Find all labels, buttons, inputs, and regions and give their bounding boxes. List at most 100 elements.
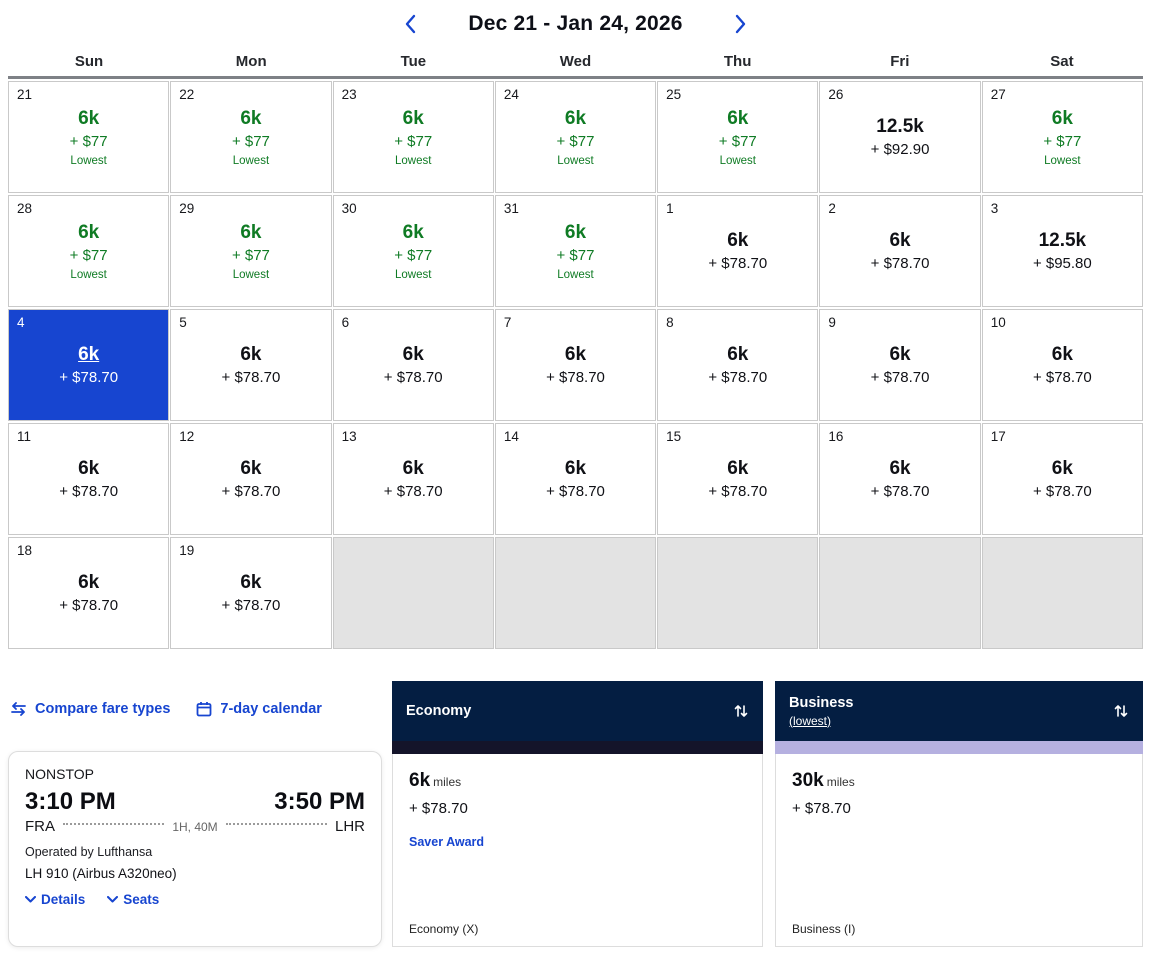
cash-price: + $78.70 [221,369,281,386]
points-value: 6k [564,222,587,243]
day-header-tue: Tue [400,52,427,70]
economy-selected-indicator [392,741,763,754]
details-link[interactable]: Details [25,892,85,907]
calendar-day-30[interactable]: 30 6k + $77 Lowest [332,195,494,307]
calendar-day-14[interactable]: 14 6k + $78.70 [494,423,657,535]
calendar-day-31[interactable]: 31 6k + $77 Lowest [494,195,657,307]
calendar-day-6[interactable]: 6 6k + $78.70 [332,309,494,421]
lowest-badge: Lowest [232,269,270,281]
calendar-day-29[interactable]: 29 6k + $77 Lowest [170,195,332,307]
cash-price: + $78.70 [708,255,768,272]
calendar-day-7[interactable]: 7 6k + $78.70 [494,309,657,421]
calendar-day-21[interactable]: 21 6k + $77 Lowest [8,81,170,193]
business-fare-card[interactable]: 30k miles + $78.70 Business (I) [775,754,1143,947]
miles-value: 30k [792,770,824,791]
points-value: 6k [78,458,100,479]
points-value: 6k [1051,344,1073,365]
calendar-day-4[interactable]: 4 6k + $78.70 [8,309,170,421]
sort-icon[interactable] [733,703,749,719]
cash-price: + $77 [394,247,433,264]
date-range-title: Dec 21 - Jan 24, 2026 [468,12,683,35]
cash-price: + $78.70 [870,483,930,500]
day-number: 30 [341,201,357,216]
seats-link[interactable]: Seats [107,892,159,907]
day-of-week-row: Sun Mon Tue Wed Thu Fri Sat [8,46,1143,76]
calendar-day-23[interactable]: 23 6k + $77 Lowest [332,81,494,193]
lowest-badge: Lowest [719,155,756,167]
calendar-empty-cell [657,537,819,649]
calendar-day-17[interactable]: 17 6k + $78.70 [981,423,1143,535]
seven-day-calendar-link[interactable]: 7-day calendar [196,701,322,717]
cash-price: + $77 [556,247,595,264]
calendar-day-1[interactable]: 1 6k + $78.70 [657,195,819,307]
prev-range-button[interactable] [400,11,422,37]
points-value: 6k [564,108,587,129]
calendar-day-16[interactable]: 16 6k + $78.70 [819,423,981,535]
calendar-day-25[interactable]: 25 6k + $77 Lowest [657,81,819,193]
cash-price: + $78.70 [708,369,768,386]
cash-price: + $78.70 [221,597,281,614]
calendar-day-10[interactable]: 10 6k + $78.70 [981,309,1143,421]
seven-day-calendar-label: 7-day calendar [220,701,322,717]
lower-section: Compare fare types 7-day calendar NONSTO… [0,649,1151,963]
day-number: 7 [503,315,512,330]
fare-cash-price: + $78.70 [792,800,851,817]
cash-price: + $77 [718,133,757,150]
route-dotted-line [225,822,327,825]
calendar-day-5[interactable]: 5 6k + $78.70 [170,309,332,421]
fare-cash-price: + $78.70 [409,800,468,817]
calendar-day-27[interactable]: 27 6k + $77 Lowest [981,81,1143,193]
day-number: 8 [666,315,674,330]
day-number: 12 [179,429,195,444]
calendar-day-11[interactable]: 11 6k + $78.70 [8,423,170,535]
economy-fare-card[interactable]: 6k miles + $78.70 Saver Award Economy (X) [392,754,763,947]
calendar-day-3[interactable]: 3 12.5k + $95.80 [981,195,1143,307]
cash-price: + $78.70 [1032,483,1092,500]
business-column-header[interactable]: Business (lowest) [775,681,1143,741]
destination-code: LHR [334,818,365,835]
calendar-empty-cell [819,537,981,649]
points-value: 6k [240,222,262,243]
miles-suffix: miles [826,775,855,789]
calendar-day-8[interactable]: 8 6k + $78.70 [657,309,819,421]
calendar-day-18[interactable]: 18 6k + $78.70 [8,537,170,649]
points-value: 12.5k [1038,230,1087,251]
lowest-badge: Lowest [394,269,432,281]
points-value: 6k [78,108,100,129]
calendar-day-15[interactable]: 15 6k + $78.70 [657,423,819,535]
day-number: 2 [828,201,836,216]
day-header-fri: Fri [890,52,910,70]
points-value: 6k [402,344,424,365]
fare-class-code: Economy (X) [409,922,479,936]
lowest-badge: Lowest [557,155,594,167]
flight-duration: 1H, 40M [172,819,218,834]
day-number: 24 [503,87,519,102]
calendar-day-9[interactable]: 9 6k + $78.70 [819,309,981,421]
fare-name: Business [789,694,854,711]
calendar-day-19[interactable]: 19 6k + $78.70 [170,537,332,649]
next-range-button[interactable] [729,11,751,37]
miles-value: 6k [409,770,431,791]
flight-card: NONSTOP 3:10 PM 3:50 PM FRA 1H, 40M LHR … [8,751,382,947]
sort-icon[interactable] [1113,703,1129,719]
calendar-day-2[interactable]: 2 6k + $78.70 [819,195,981,307]
compare-fare-types-link[interactable]: Compare fare types [10,701,170,717]
calendar-day-28[interactable]: 28 6k + $77 Lowest [8,195,170,307]
day-header-mon: Mon [235,52,267,70]
calendar-day-26[interactable]: 26 12.5k + $92.90 [819,81,981,193]
calendar-day-24[interactable]: 24 6k + $77 Lowest [494,81,657,193]
calendar-day-22[interactable]: 22 6k + $77 Lowest [170,81,332,193]
cash-price: + $78.70 [383,483,443,500]
points-value: 6k [889,458,911,479]
economy-column-header[interactable]: Economy [392,681,763,741]
day-number: 17 [990,429,1006,444]
calendar-day-12[interactable]: 12 6k + $78.70 [170,423,332,535]
calendar-header: Dec 21 - Jan 24, 2026 [0,0,1151,44]
calendar-day-13[interactable]: 13 6k + $78.70 [332,423,494,535]
points-value: 6k [78,572,100,593]
points-value: 6k [564,458,587,479]
chevron-left-icon [406,14,416,34]
points-value: 6k [78,222,100,243]
seats-label: Seats [123,892,160,907]
saver-award-link[interactable]: Saver Award [409,835,485,849]
